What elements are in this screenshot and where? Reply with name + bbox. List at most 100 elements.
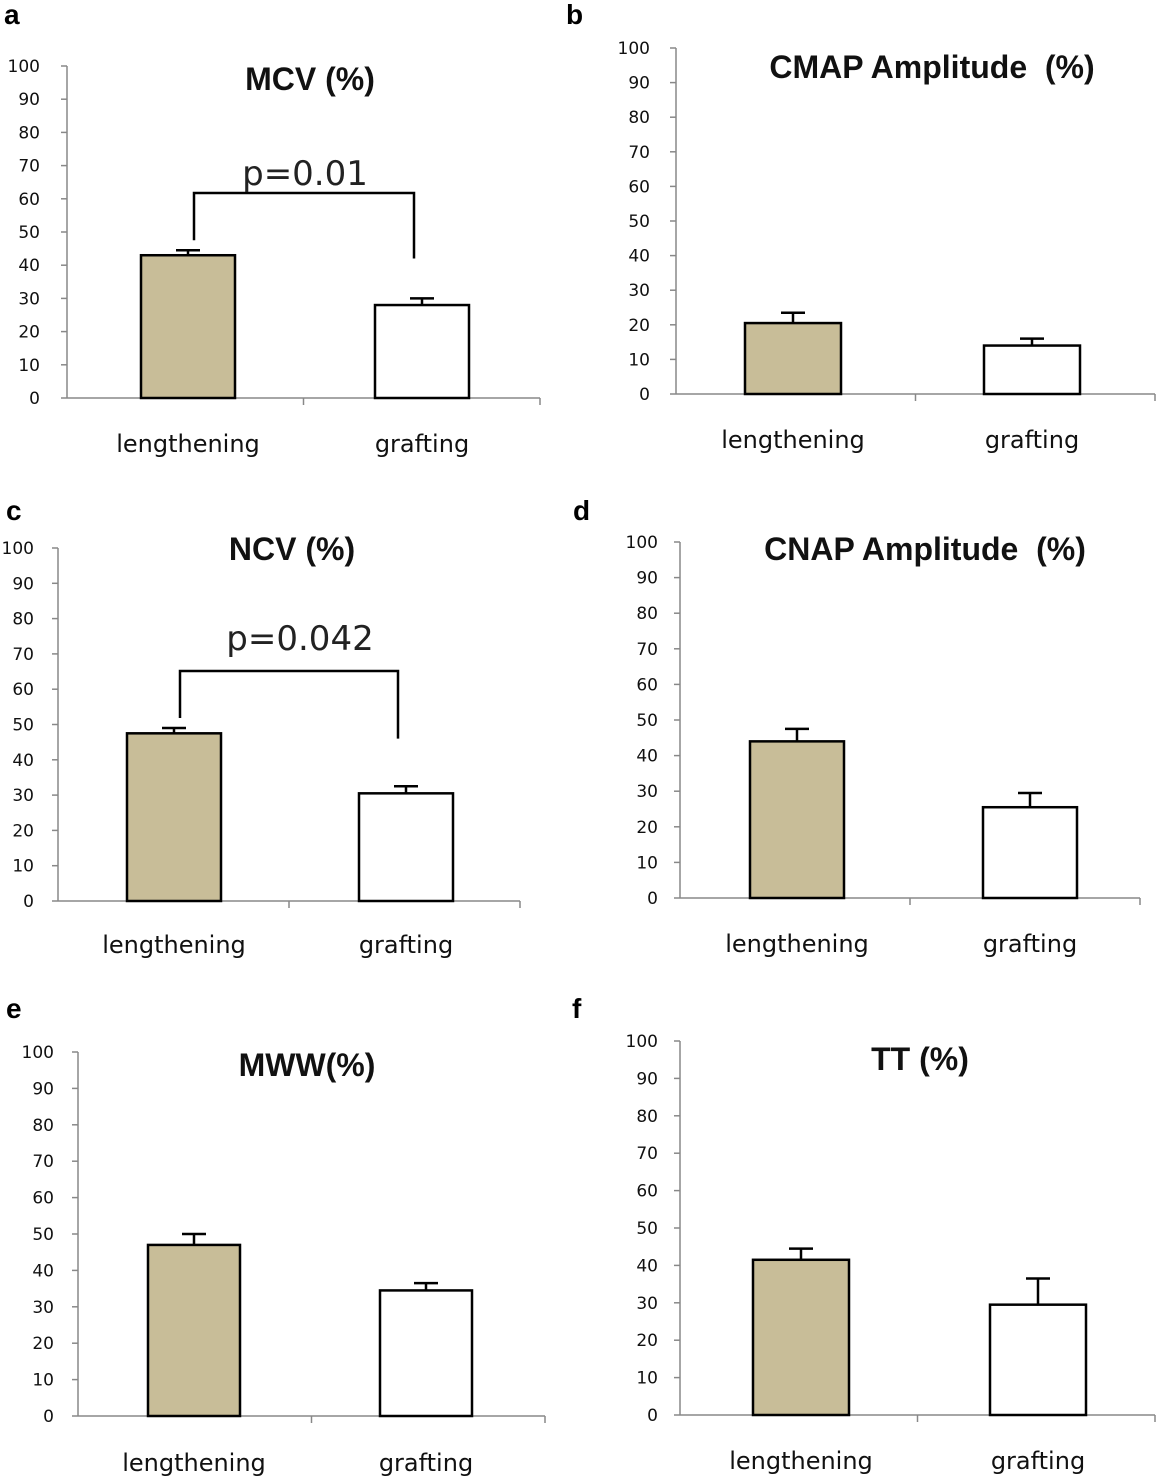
y-tick-label: 80 (636, 604, 658, 624)
chart-title: NCV (%) (229, 531, 355, 567)
y-tick-label: 10 (628, 350, 650, 370)
y-tick-label: 30 (18, 289, 40, 309)
y-tick-label: 90 (18, 90, 40, 110)
category-label: grafting (991, 1447, 1085, 1475)
y-tick-label: 60 (12, 680, 34, 700)
category-label: grafting (985, 426, 1079, 454)
y-tick-label: 80 (628, 108, 650, 128)
y-tick-label: 60 (628, 177, 650, 197)
y-tick-label: 90 (636, 1069, 658, 1089)
chart-title: CNAP Amplitude (%) (764, 531, 1086, 567)
y-tick-label: 90 (12, 574, 34, 594)
category-label: lengthening (725, 930, 869, 958)
y-tick-label: 20 (18, 323, 40, 343)
y-tick-label: 70 (12, 645, 34, 665)
y-tick-label: 0 (647, 1406, 658, 1426)
y-tick-label: 30 (12, 786, 34, 806)
bar-grafting (373, 303, 471, 400)
category-label: lengthening (116, 430, 260, 458)
y-tick-label: 30 (636, 782, 658, 802)
y-tick-label: 60 (32, 1189, 54, 1209)
chart-title: MWW(%) (239, 1047, 376, 1083)
y-tick-label: 40 (12, 751, 34, 771)
y-tick-label: 20 (32, 1334, 54, 1354)
y-tick-label: 60 (636, 675, 658, 695)
panel-letter: f (572, 993, 582, 1024)
y-tick-label: 70 (636, 640, 658, 660)
bar-lengthening (751, 1258, 851, 1417)
y-tick-label: 20 (636, 1331, 658, 1351)
bar-grafting (981, 805, 1079, 900)
category-label: lengthening (721, 426, 865, 454)
p-value-label: p=0.042 (226, 619, 373, 659)
y-tick-label: 60 (636, 1182, 658, 1202)
y-tick-label: 100 (8, 57, 40, 77)
y-tick-label: 100 (22, 1043, 54, 1063)
y-tick-label: 10 (12, 857, 34, 877)
y-tick-label: 70 (628, 143, 650, 163)
chart-panel-f: f TT (%) 0 10 20 30 40 50 60 70 80 90 100 lengthening… (572, 993, 1156, 1475)
y-tick-label: 70 (32, 1152, 54, 1172)
y-tick-label: 0 (647, 889, 658, 909)
y-tick-label: 100 (626, 533, 658, 553)
y-tick-label: 90 (636, 569, 658, 589)
y-tick-label: 40 (628, 247, 650, 267)
category-label: grafting (379, 1449, 473, 1476)
y-tick-label: 50 (32, 1225, 54, 1245)
y-tick-label: 50 (18, 223, 40, 243)
bar-lengthening (748, 740, 846, 900)
y-tick-label: 50 (636, 711, 658, 731)
bar-grafting (357, 792, 455, 903)
y-tick-label: 30 (636, 1294, 658, 1314)
y-tick-label: 0 (29, 389, 40, 409)
category-label: lengthening (102, 931, 246, 959)
y-tick-label: 40 (18, 256, 40, 276)
category-label: grafting (375, 430, 469, 458)
panel-letter: a (4, 0, 20, 30)
bar-lengthening (146, 1243, 242, 1418)
y-tick-label: 100 (2, 539, 34, 559)
y-tick-label: 50 (628, 212, 650, 232)
y-tick-label: 30 (628, 281, 650, 301)
y-tick-label: 40 (636, 747, 658, 767)
category-label: grafting (359, 931, 453, 959)
category-label: lengthening (122, 1449, 266, 1476)
p-value-label: p=0.01 (242, 154, 368, 194)
chart-panel-d: d CNAP Amplitude (%) 0 10 20 30 40 50 60 70 80 90 10… (573, 495, 1141, 958)
panel-letter: e (6, 993, 22, 1024)
y-tick-label: 10 (18, 356, 40, 376)
y-tick-label: 0 (639, 385, 650, 405)
bar-grafting (378, 1289, 474, 1418)
panel-letter: d (573, 495, 590, 526)
chart-title: TT (%) (871, 1041, 969, 1077)
y-tick-label: 10 (636, 1369, 658, 1389)
y-tick-label: 0 (43, 1407, 54, 1427)
significance-bracket (178, 669, 400, 739)
y-tick-label: 100 (618, 39, 650, 59)
y-tick-label: 20 (12, 821, 34, 841)
y-tick-label: 40 (636, 1256, 658, 1276)
panel-letter: c (6, 495, 22, 526)
y-tick-label: 40 (32, 1261, 54, 1281)
y-tick-label: 100 (626, 1032, 658, 1052)
bar-lengthening (743, 321, 843, 396)
bar-grafting (982, 344, 1082, 396)
chart-panel-e: e MWW(%) 0 10 20 30 40 50 60 70 80 90 100 lengthening… (6, 993, 546, 1476)
y-tick-label: 20 (628, 316, 650, 336)
panel-letter: b (566, 0, 583, 30)
y-tick-label: 80 (18, 123, 40, 143)
y-tick-label: 50 (12, 716, 34, 736)
y-tick-label: 90 (628, 74, 650, 94)
y-tick-label: 60 (18, 190, 40, 210)
y-tick-label: 80 (636, 1107, 658, 1127)
y-tick-label: 30 (32, 1298, 54, 1318)
chart-panel-b: b CMAP Amplitude (%) 0 10 20 30 40 50 60 70 80 90 10… (566, 0, 1156, 454)
y-tick-label: 50 (636, 1219, 658, 1239)
y-tick-label: 0 (23, 892, 34, 912)
category-label: lengthening (729, 1447, 873, 1475)
y-tick-label: 10 (32, 1371, 54, 1391)
bar-lengthening (125, 732, 223, 903)
category-label: grafting (983, 930, 1077, 958)
significance-bracket (192, 191, 416, 259)
